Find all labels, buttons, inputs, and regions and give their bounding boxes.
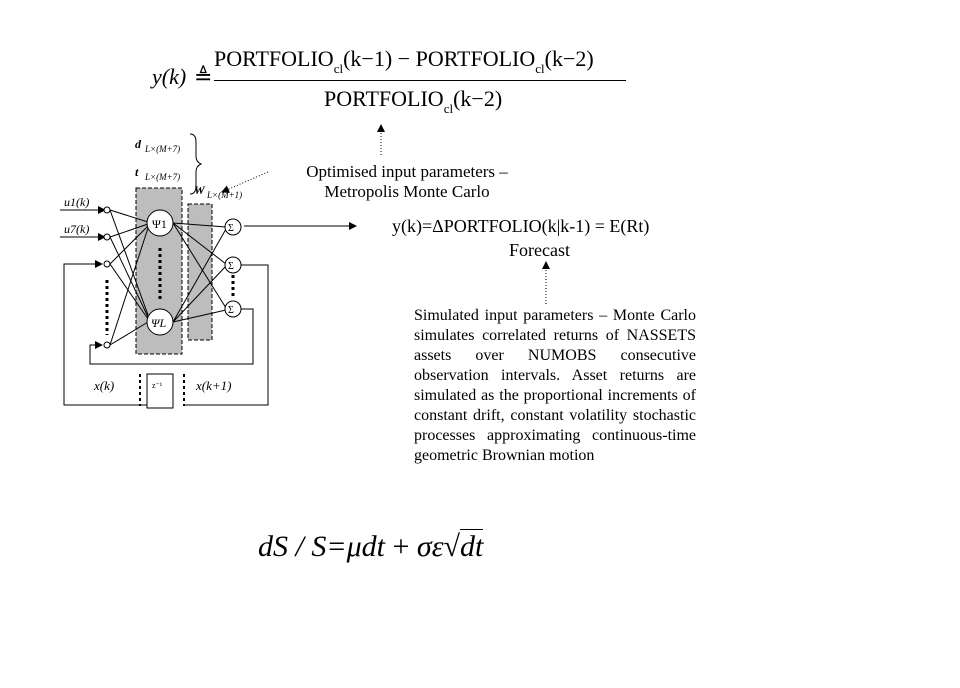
input-node (103, 341, 111, 349)
psiL-label: ΨL (151, 316, 166, 330)
num-minus: − (392, 46, 416, 71)
simulated-params-text: Simulated input parameters – Monte Carlo… (414, 307, 696, 464)
sde-plus: + (385, 530, 417, 563)
sde-sigma-term: σε (416, 530, 444, 563)
sigma-label: Σ (228, 223, 234, 234)
input-node (103, 233, 111, 241)
input-node (103, 206, 111, 214)
sigma-label: Σ (228, 261, 234, 272)
input-hidden-connections (109, 209, 149, 346)
sqrt-sign: √ (443, 530, 461, 563)
optimised-params-label: Optimised input parameters – Metropolis … (282, 162, 532, 202)
neural-network-diagram: d L×(M+7) t L×(M+7) W L×(M+1) u1(k) u7(k… (60, 133, 269, 409)
psi1-label: Ψ1 (152, 217, 167, 231)
sum-node-1 (224, 218, 242, 236)
forecast-label: Forecast (509, 240, 570, 260)
formula-denominator: PORTFOLIOcl(k−2) (324, 86, 503, 116)
den-sub: cl (443, 101, 454, 116)
d-label: d (135, 137, 142, 151)
t-label: t (135, 165, 139, 179)
sde-mu-term: μdt (346, 530, 385, 563)
sde-lhs: dS / S= (258, 530, 347, 563)
formula-numerator: PORTFOLIOcl(k−1) − PORTFOLIOcl(k−2) (214, 46, 594, 76)
num-a-arg: (k−1) (343, 46, 393, 71)
sigma-label: Σ (228, 305, 234, 316)
d-sub: L×(M+7) (144, 144, 180, 154)
top-formula: y(k) ≜ PORTFOLIOcl(k−1) − PORTFOLIOcl(k−… (148, 46, 638, 116)
feedback-loop-outer (185, 264, 269, 406)
num-b-arg: (k−2) (544, 46, 594, 71)
sde-formula: dS / S=μdt + σε√dt (258, 529, 484, 564)
formula-lhs: y(k) (152, 64, 187, 89)
sde-sqrt-arg: dt (460, 529, 484, 563)
fraction-bar (214, 80, 626, 81)
xk1-label: x(k+1) (195, 378, 231, 393)
optimised-line-1: Optimised input parameters – (306, 162, 508, 181)
num-b-sub: cl (535, 61, 545, 76)
den: PORTFOLIO (324, 86, 444, 111)
feedback-loop-inner (89, 308, 254, 365)
w-sub: L×(M+1) (206, 190, 242, 200)
t-sub: L×(M+7) (144, 172, 180, 182)
delay-block (146, 373, 174, 409)
feedback-loop-return (63, 260, 147, 406)
input-node (103, 260, 111, 268)
formula-defeq: ≜ (194, 64, 213, 89)
den-arg: (k−2) (453, 86, 503, 111)
w-label: W (194, 183, 206, 197)
hidden-output-connections (172, 222, 227, 323)
num-b: PORTFOLIO (415, 46, 536, 71)
u1-label: u1(k) (64, 195, 89, 209)
num-a: PORTFOLIO (214, 46, 334, 71)
u7-label: u7(k) (64, 222, 89, 236)
xk-label: x(k) (93, 378, 114, 393)
delay-label: z⁻¹ (152, 381, 163, 390)
forecast-equation: y(k)=ΔPORTFOLIO(k|k-1) = E(Rt) (392, 216, 650, 236)
num-a-sub: cl (333, 61, 344, 76)
brace (189, 133, 203, 195)
optimised-line-2: Metropolis Monte Carlo (324, 182, 490, 201)
